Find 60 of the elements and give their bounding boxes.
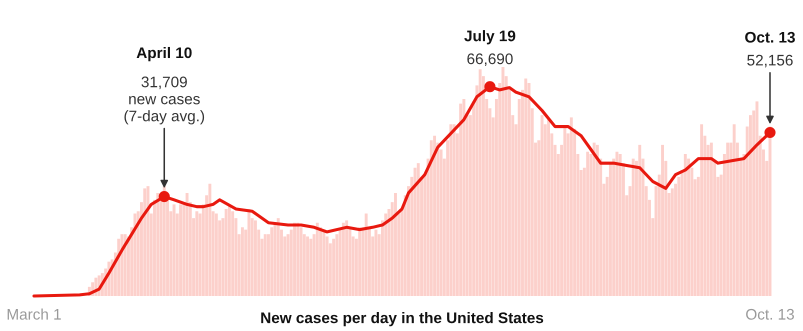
bar [592, 142, 596, 296]
bar [661, 144, 664, 296]
bar [394, 192, 397, 296]
text: April 10 [136, 46, 192, 62]
x-tick-label: March 1 [8, 308, 61, 320]
bar [342, 222, 345, 296]
bar [124, 234, 127, 296]
bar [670, 188, 674, 296]
bar [172, 204, 176, 296]
bar [501, 67, 504, 296]
bar [684, 154, 687, 296]
bar [710, 142, 713, 296]
bar [345, 220, 348, 296]
bar [364, 214, 368, 296]
bar [756, 101, 758, 296]
annotation: 31,709 new cases (7-day avg.) [124, 76, 204, 124]
bar [570, 117, 573, 296]
bar [586, 152, 590, 296]
bar [563, 126, 566, 296]
bar [358, 227, 362, 296]
bar [316, 222, 319, 296]
bar [596, 144, 599, 296]
bar [615, 152, 618, 296]
bar [120, 234, 124, 296]
bar [228, 204, 231, 296]
text: July 19 [464, 30, 516, 44]
bar [224, 208, 228, 296]
bar [186, 192, 189, 296]
bar [449, 124, 452, 296]
annotation: 52,156 [747, 54, 793, 68]
bar [293, 222, 296, 296]
bar [240, 227, 244, 296]
bar [726, 142, 730, 296]
bar [254, 220, 257, 296]
bar [195, 211, 198, 296]
x-axis-title: New cases per day in the United States [261, 312, 544, 326]
bar [547, 120, 550, 296]
bar [618, 154, 622, 296]
bar [326, 236, 329, 296]
bar [452, 124, 456, 296]
bar [700, 124, 704, 296]
bar [478, 69, 482, 296]
bar [433, 136, 436, 296]
bar [146, 186, 150, 296]
bar [732, 124, 736, 296]
bar [540, 115, 544, 296]
bar [247, 208, 250, 296]
bar [322, 230, 326, 296]
annotation: 66,690 [467, 53, 513, 66]
bar [214, 214, 218, 296]
bar [768, 126, 772, 296]
bar [296, 222, 300, 296]
bar [306, 236, 310, 296]
bar [374, 230, 378, 296]
text: Oct. 13 [745, 32, 795, 43]
bar [462, 99, 466, 296]
bar [179, 204, 182, 296]
bar [208, 184, 212, 296]
bar [335, 234, 338, 296]
bar [133, 214, 136, 296]
